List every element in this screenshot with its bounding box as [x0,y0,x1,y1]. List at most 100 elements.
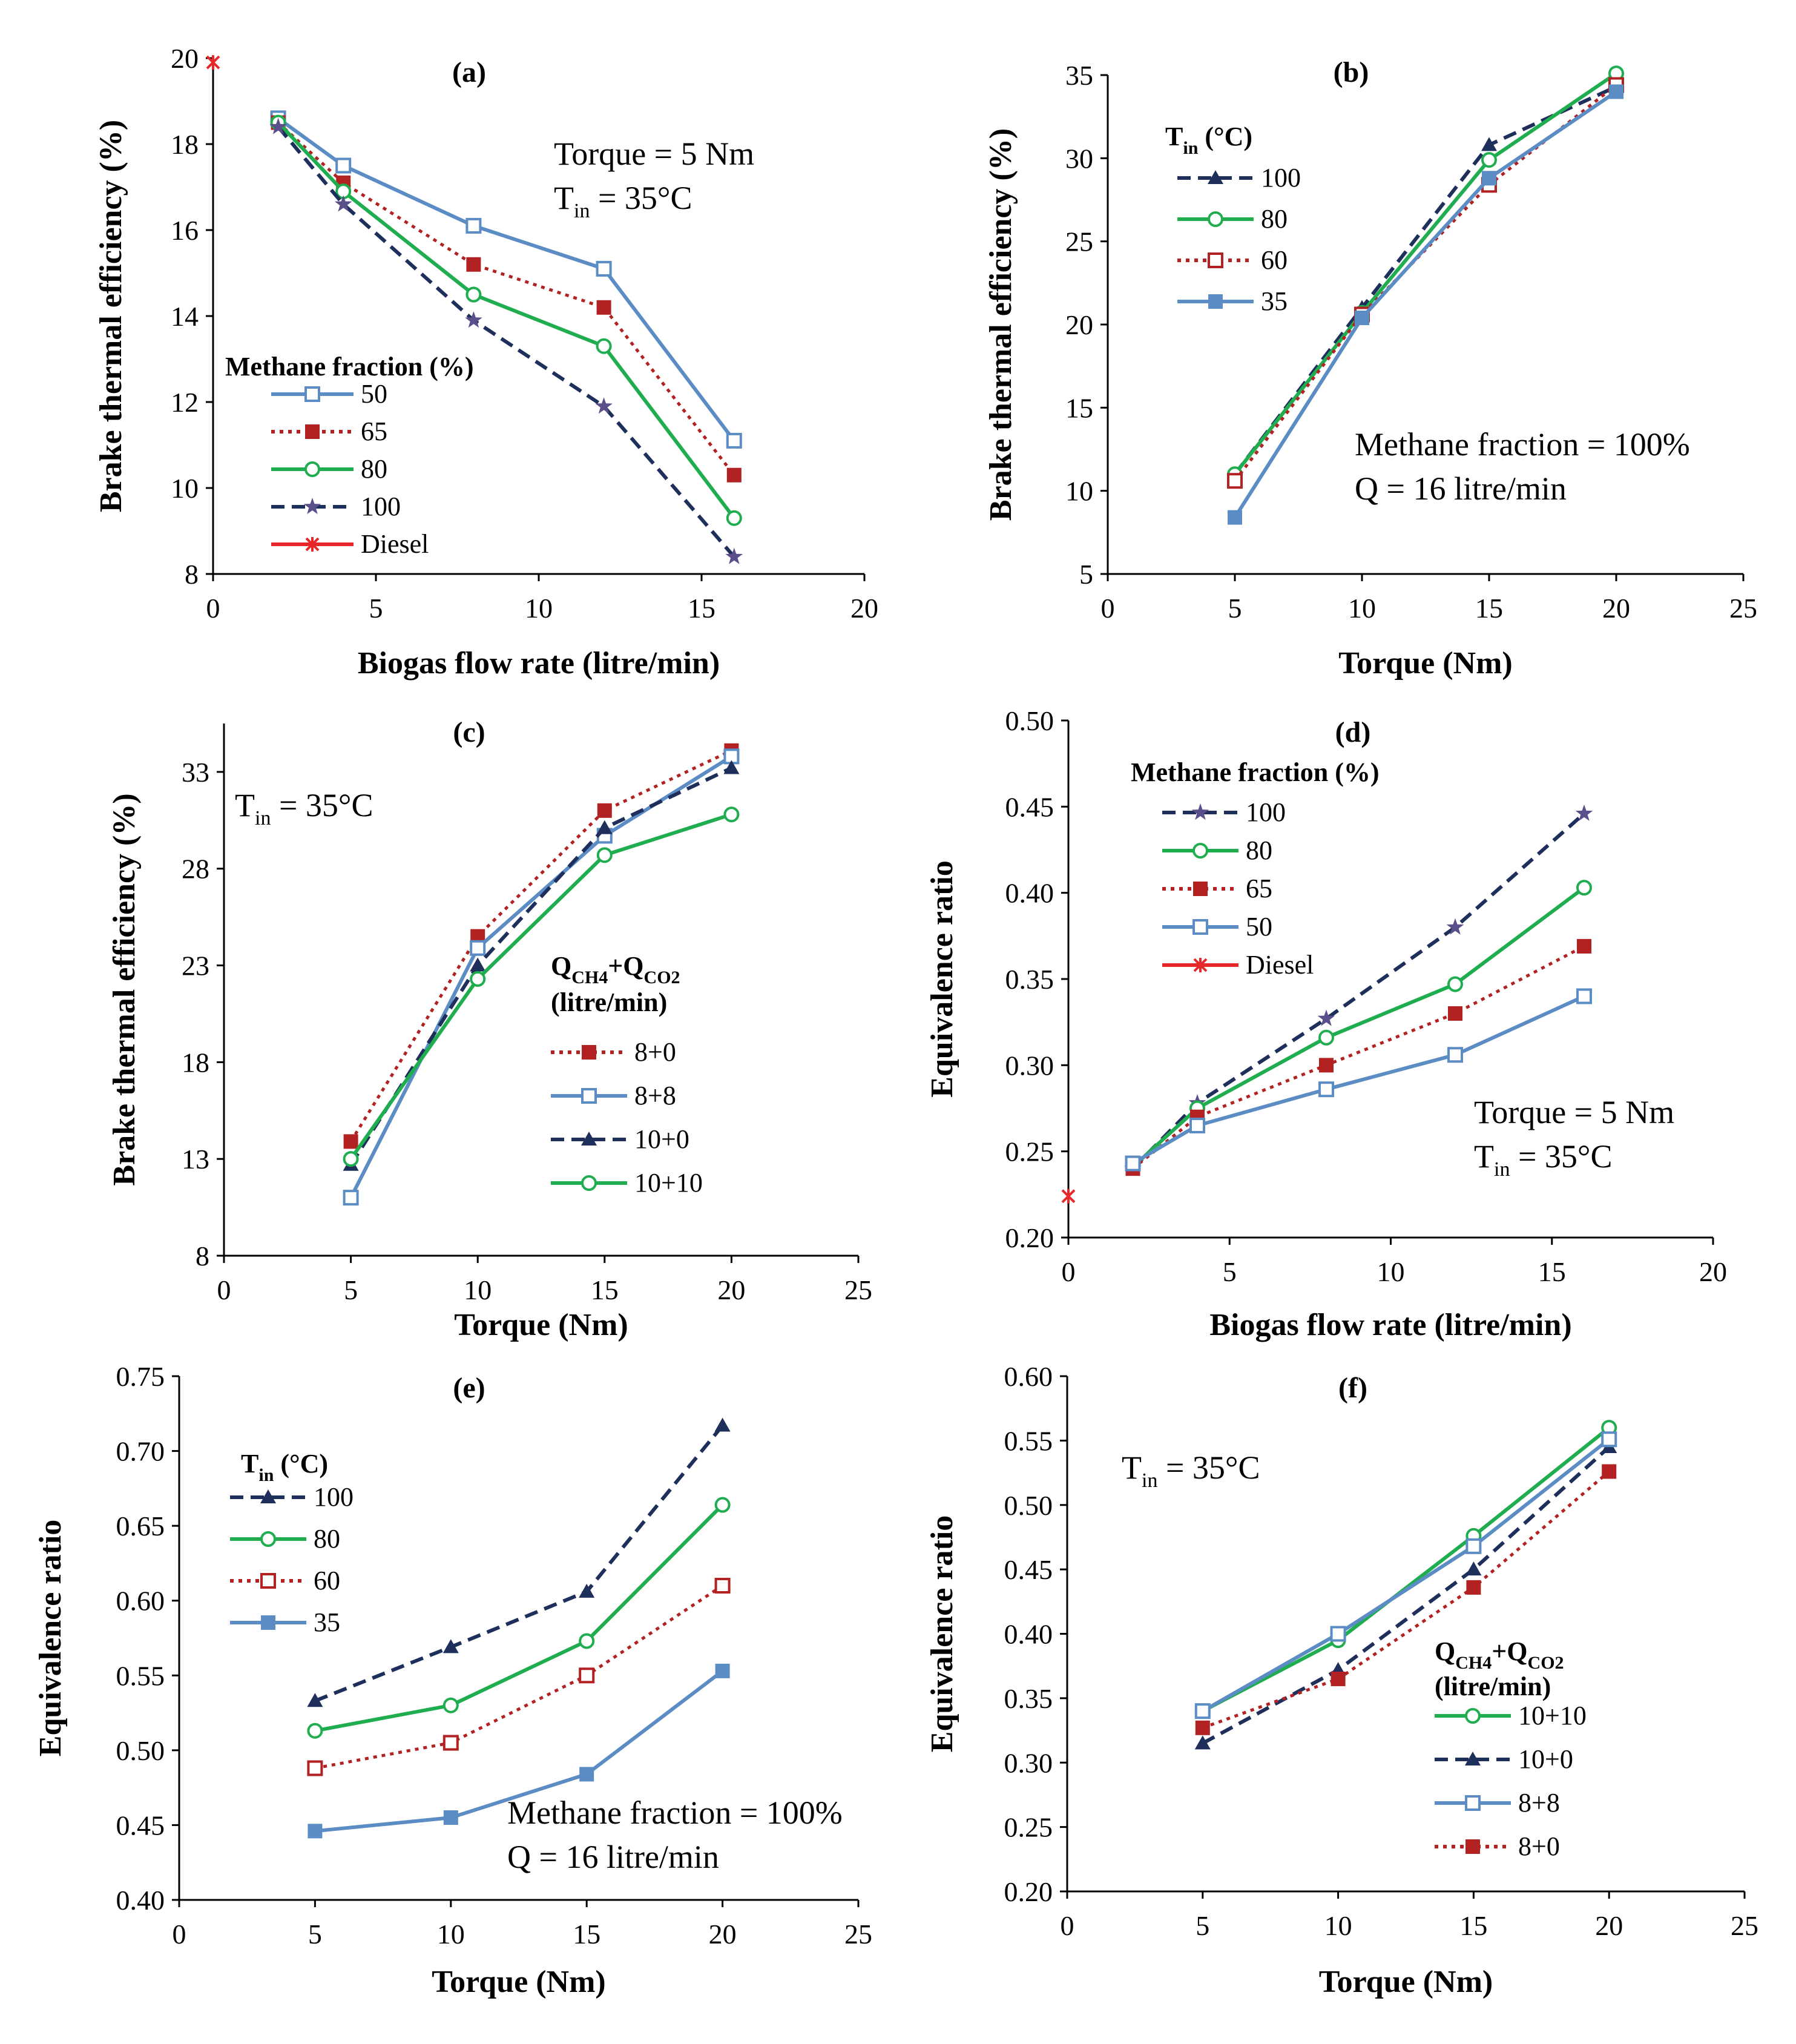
data-point [1577,938,1591,954]
x-tick-label: 0 [173,1919,186,1950]
y-tick-label: 10 [1065,476,1093,507]
x-tick-label: 25 [1731,1910,1758,1941]
legend-label: 8+8 [634,1081,676,1110]
y-axis-label: Equivalence ratio [925,1515,959,1752]
x-tick-label: 15 [591,1274,619,1305]
text-part: = 35°C [590,180,692,216]
chart-title: (b) [1334,56,1369,88]
series-Diesel [1061,1188,1076,1204]
legend-label: 80 [1246,836,1272,865]
y-tick-label: 0.60 [116,1586,165,1617]
legend-item: Diesel [271,529,429,559]
x-axis-label: Biogas flow rate (litre/min) [358,646,720,681]
data-point [597,803,612,818]
data-point [470,971,486,987]
legend-marker [581,1132,597,1146]
series-80 [270,114,742,526]
series-80 [307,1497,731,1739]
data-point [596,260,612,277]
data-point [465,311,482,328]
series-line [1202,1445,1611,1745]
legend-marker [1193,958,1208,972]
subscript: CO2 [1528,1653,1564,1673]
legend-item: 10+10 [551,1168,703,1198]
series-line [1131,812,1585,1170]
legend-title: Methane fraction (%) [225,352,474,381]
annotation: Q = 16 litre/min [1355,470,1567,507]
x-tick-label: 5 [1228,593,1242,624]
y-tick-label: 0.45 [116,1810,165,1841]
series-10-0 [343,760,740,1171]
data-point [1195,1720,1210,1735]
legend-marker [1208,211,1223,227]
x-tick-label: 20 [709,1919,737,1950]
text-part: +Q [608,951,643,981]
y-tick-label: 35 [1065,60,1093,91]
y-tick-label: 0.65 [116,1511,165,1541]
x-tick-label: 10 [1324,1910,1352,1941]
annotation: Tin = 35°C [1122,1449,1260,1492]
data-point [1575,804,1593,821]
legend-label: 60 [314,1566,340,1595]
legend-item: 100 [1162,797,1286,827]
legend-title: QCH4+QCO2 [1435,1637,1564,1673]
legend-label: 8+0 [1518,1831,1560,1861]
data-point [334,195,352,212]
data-point [726,432,742,449]
series-line [314,1424,724,1703]
x-tick-label: 25 [844,1919,872,1950]
y-tick-label: 0.35 [1004,1683,1053,1714]
series-line [314,1584,723,1770]
annotation: Torque = 5 Nm [554,136,754,172]
series-100 [269,117,743,564]
series-35 [1228,84,1623,525]
legend-marker [305,537,320,552]
legend-label: 80 [1261,204,1288,234]
x-tick-label: 15 [1475,593,1503,624]
text-part: Q [1435,1637,1455,1666]
series-100 [307,1417,731,1707]
y-tick-label: 5 [1079,559,1093,590]
x-tick-label: 20 [850,593,878,624]
legend-title: Tin (°C) [1165,122,1252,158]
data-point [596,300,611,315]
y-tick-label: 0.30 [1004,1747,1053,1778]
legend-item: Diesel [1162,950,1314,980]
legend-label: 35 [1261,286,1288,316]
text-part: (°C) [1198,122,1252,151]
legend-label: 80 [361,454,387,484]
data-point [1609,84,1623,99]
legend-label: 50 [1246,912,1272,941]
legend-title: QCH4+QCO2 [551,951,680,987]
data-point [335,157,352,174]
legend-item: 65 [1162,874,1272,903]
data-point [714,1417,731,1432]
x-tick-label: 10 [437,1919,465,1950]
legend-item: 100 [230,1482,354,1512]
x-axis-label: Torque (Nm) [1338,646,1512,681]
annotation: Tin = 35°C [1474,1138,1613,1181]
data-point [723,760,740,774]
data-point [579,1583,595,1598]
data-point [1061,1188,1076,1204]
subscript: CH4 [1455,1653,1492,1673]
y-tick-label: 0.55 [116,1660,165,1691]
data-point [1446,918,1464,935]
text-part: T [1474,1138,1494,1175]
data-point [1355,311,1369,326]
legend: QCH4+QCO2(litre/min) 8+0 8+8 10+0 10+10 [551,951,703,1198]
legend-label: 10+0 [634,1124,689,1154]
data-point [1576,988,1592,1004]
legend-label: 10+10 [634,1168,703,1198]
x-tick-label: 0 [1062,1256,1076,1287]
y-tick-label: 0.75 [116,1361,165,1392]
y-axis-label: Brake thermal efficiency (%) [107,793,142,1185]
legend-marker [581,1088,597,1104]
chart-title: (f) [1338,1372,1367,1404]
legend-item: 8+8 [1435,1788,1560,1818]
data-point [1318,1081,1334,1098]
legend-label: Diesel [361,529,429,559]
chart-title: (c) [453,716,485,748]
y-tick-label: 23 [182,951,209,981]
y-tick-label: 0.40 [116,1885,165,1916]
